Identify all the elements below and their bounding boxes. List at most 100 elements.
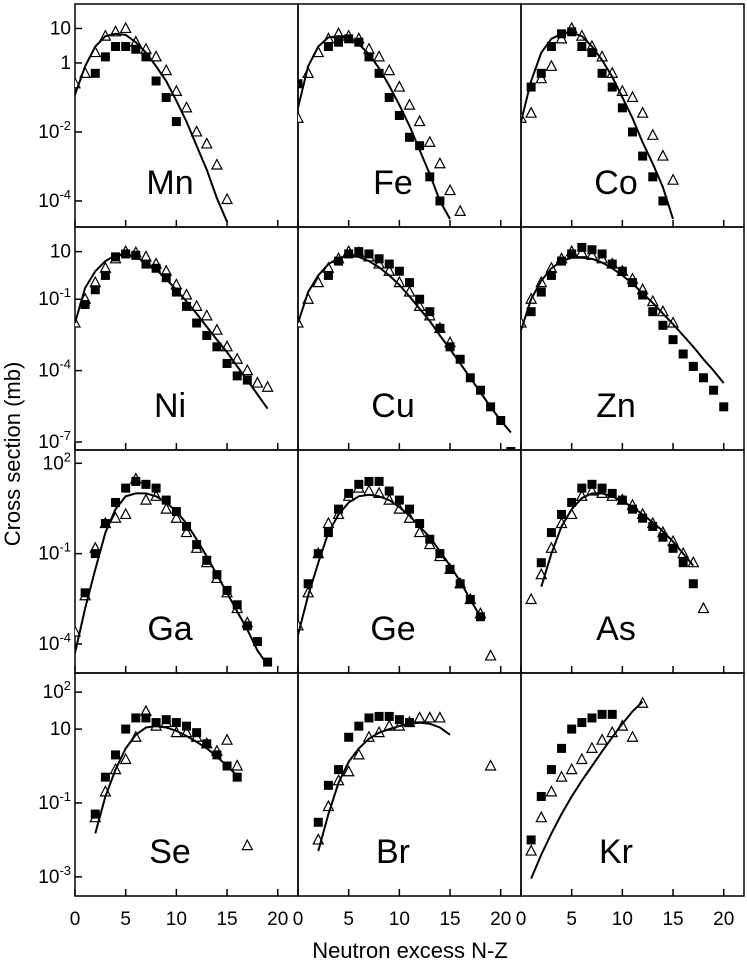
data-point-square [415, 294, 425, 304]
data-point-square [161, 495, 171, 505]
model-curve [540, 492, 695, 587]
model-curve [75, 492, 269, 666]
data-point-square [577, 242, 587, 252]
data-point-square [678, 558, 688, 568]
data-point-square [212, 750, 222, 760]
data-point-square [557, 743, 567, 753]
element-label: Ge [370, 610, 415, 648]
data-point-square [617, 266, 627, 276]
data-point-square [141, 479, 151, 489]
data-point-square [597, 483, 607, 493]
data-point-triangle [575, 752, 588, 765]
data-point-square [100, 772, 110, 782]
y-tick-label: 102 [43, 678, 71, 703]
x-tick-label: 5 [343, 909, 354, 930]
data-point-square [202, 555, 212, 565]
data-point-square [323, 780, 333, 790]
data-point-square [394, 495, 404, 505]
data-point-square [425, 307, 435, 317]
y-tick-label: 10 [50, 18, 71, 39]
data-point-square [607, 709, 617, 719]
data-layer [521, 242, 729, 412]
data-layer [312, 711, 497, 852]
y-tick-label: 10-4 [38, 630, 71, 655]
data-layer [525, 696, 649, 879]
y-axis-title: Cross section (mb) [0, 362, 25, 547]
data-point-triangle [190, 299, 203, 311]
model-curve [317, 721, 451, 852]
y-tick-label: 10 [50, 242, 71, 263]
data-point-square [100, 270, 110, 280]
data-point-triangle [626, 90, 639, 103]
data-layer [89, 704, 254, 851]
data-point-triangle [525, 106, 538, 118]
data-point-square [344, 249, 354, 259]
x-axis-title: Neutron excess N-Z [312, 938, 508, 963]
data-point-triangle [525, 844, 538, 856]
data-point-square [628, 504, 637, 514]
data-point-square [384, 92, 394, 102]
data-point-square [242, 621, 252, 631]
data-point-square [577, 42, 587, 51]
data-point-square [100, 519, 110, 529]
data-point-square [678, 349, 688, 359]
data-point-square [141, 52, 151, 62]
data-point-square [323, 270, 333, 280]
panel-fe: Fe [297, 3, 522, 228]
data-point-triangle [484, 759, 497, 771]
data-point-square [668, 543, 678, 553]
data-point-square [121, 42, 131, 51]
data-point-square [131, 44, 141, 54]
data-point-square [526, 307, 536, 317]
data-point-triangle [241, 363, 254, 376]
data-point-square [252, 637, 262, 647]
data-point-square [526, 835, 536, 845]
data-point-square [111, 252, 121, 262]
data-point-triangle [535, 810, 548, 823]
data-point-triangle [373, 50, 386, 62]
x-tick-label: 20 [490, 909, 511, 930]
data-point-square [192, 540, 202, 550]
data-point-square [597, 709, 607, 719]
data-point-square [384, 259, 394, 269]
data-point-square [80, 300, 90, 310]
x-tick-label: 15 [216, 909, 237, 930]
data-point-triangle [444, 183, 457, 196]
data-point-square [597, 249, 607, 259]
data-point-triangle [423, 135, 436, 147]
x-tick-label: 10 [166, 909, 187, 930]
data-point-square [506, 446, 516, 450]
data-point-square [597, 68, 607, 78]
data-point-square [121, 724, 131, 734]
data-point-triangle [231, 759, 244, 771]
data-point-square [161, 715, 171, 725]
data-point-square [313, 817, 323, 827]
data-point-triangle [150, 50, 163, 62]
data-point-triangle [322, 516, 335, 529]
y-tick-label: 10 [50, 719, 71, 740]
data-layer [75, 244, 274, 410]
y-tick-label: 10-1 [38, 285, 71, 310]
data-point-square [111, 750, 121, 760]
data-point-triangle [352, 748, 365, 760]
data-point-square [415, 519, 425, 529]
data-point-triangle [545, 59, 558, 71]
model-curve [530, 700, 644, 879]
data-point-square [151, 718, 161, 728]
y-tick-label: 102 [43, 449, 71, 474]
data-point-square [354, 721, 364, 731]
data-point-square [668, 335, 678, 345]
data-point-square [111, 497, 121, 507]
data-point-square [587, 479, 597, 489]
data-layer [75, 21, 234, 223]
data-point-triangle [180, 288, 193, 300]
element-label: Br [376, 833, 410, 871]
data-point-square [698, 373, 708, 383]
data-point-triangle [433, 156, 446, 169]
y-tick-label: 10-2 [38, 118, 71, 143]
data-point-triangle [596, 733, 609, 745]
data-point-square [628, 127, 637, 137]
data-point-triangle [109, 511, 122, 523]
element-label: Zn [596, 387, 636, 425]
data-point-square [202, 739, 212, 749]
